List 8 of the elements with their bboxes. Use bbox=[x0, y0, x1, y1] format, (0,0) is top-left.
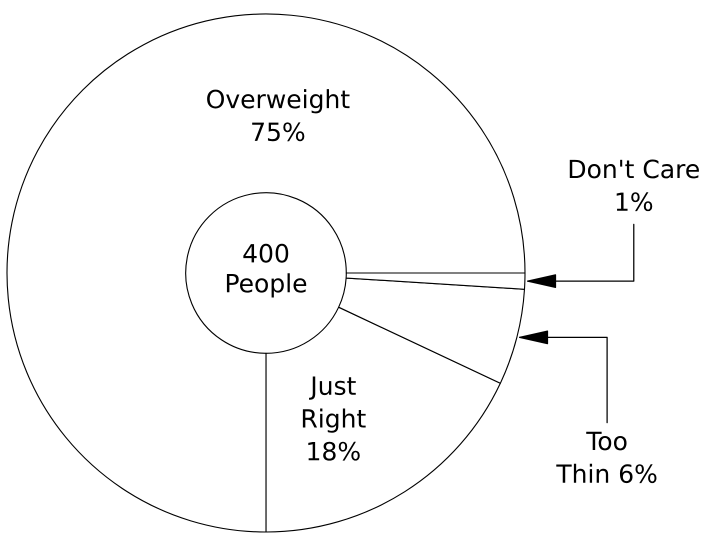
slice-label: Too Thin 6% bbox=[556, 432, 656, 484]
slice-label: Don't Care bbox=[570, 160, 699, 178]
slice-label: Overweight bbox=[207, 89, 350, 114]
data-label: 18% bbox=[308, 442, 360, 461]
text: 400 People bbox=[226, 244, 306, 298]
slice-label: Just Right bbox=[302, 376, 366, 433]
data-label: 1% bbox=[616, 192, 652, 212]
data-label: 75% bbox=[252, 122, 304, 142]
